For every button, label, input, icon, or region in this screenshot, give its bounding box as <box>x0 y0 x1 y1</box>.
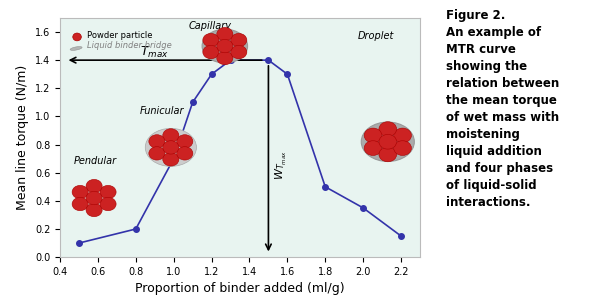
Ellipse shape <box>364 141 382 155</box>
Ellipse shape <box>72 185 88 199</box>
Ellipse shape <box>79 194 83 202</box>
Text: Figure 2.
An example of
MTR curve
showing the
relation between
the mean torque
o: Figure 2. An example of MTR curve showin… <box>446 9 559 209</box>
Ellipse shape <box>217 39 233 53</box>
X-axis label: Proportion of binder added (ml/g): Proportion of binder added (ml/g) <box>135 283 345 295</box>
Ellipse shape <box>394 141 412 155</box>
Ellipse shape <box>86 179 102 193</box>
Ellipse shape <box>96 204 106 209</box>
Text: Pendular: Pendular <box>73 156 116 166</box>
Text: Powder particle: Powder particle <box>86 30 152 40</box>
Text: Liquid binder bridge: Liquid binder bridge <box>86 41 171 50</box>
Ellipse shape <box>86 191 102 205</box>
Ellipse shape <box>202 29 248 63</box>
Ellipse shape <box>86 203 102 217</box>
Ellipse shape <box>231 33 247 47</box>
Ellipse shape <box>96 187 106 192</box>
Ellipse shape <box>100 185 116 199</box>
Ellipse shape <box>73 33 82 41</box>
Ellipse shape <box>379 147 397 162</box>
Ellipse shape <box>231 45 247 59</box>
Ellipse shape <box>163 129 179 142</box>
Ellipse shape <box>79 194 83 202</box>
Ellipse shape <box>100 197 116 211</box>
Ellipse shape <box>83 204 92 209</box>
Ellipse shape <box>203 33 219 47</box>
Ellipse shape <box>364 128 382 143</box>
Text: $T_{max}$: $T_{max}$ <box>140 45 169 60</box>
Text: Funicular: Funicular <box>140 106 184 116</box>
Ellipse shape <box>217 51 233 65</box>
Ellipse shape <box>149 135 165 148</box>
Ellipse shape <box>379 135 397 149</box>
Ellipse shape <box>163 141 179 154</box>
Y-axis label: Mean line torque (N/m): Mean line torque (N/m) <box>16 65 29 210</box>
Text: Droplet: Droplet <box>358 31 394 41</box>
Ellipse shape <box>379 122 397 136</box>
Text: $W_{T_{max}}$: $W_{T_{max}}$ <box>274 151 289 181</box>
Ellipse shape <box>149 147 165 160</box>
Ellipse shape <box>72 197 88 211</box>
Ellipse shape <box>177 147 193 160</box>
Ellipse shape <box>145 128 196 166</box>
Ellipse shape <box>163 153 179 166</box>
Ellipse shape <box>203 45 219 59</box>
Ellipse shape <box>177 135 193 148</box>
Ellipse shape <box>70 47 82 50</box>
Ellipse shape <box>361 122 415 161</box>
Ellipse shape <box>83 187 92 192</box>
Ellipse shape <box>217 28 233 41</box>
Text: Capillary: Capillary <box>189 21 232 31</box>
Ellipse shape <box>394 128 412 143</box>
